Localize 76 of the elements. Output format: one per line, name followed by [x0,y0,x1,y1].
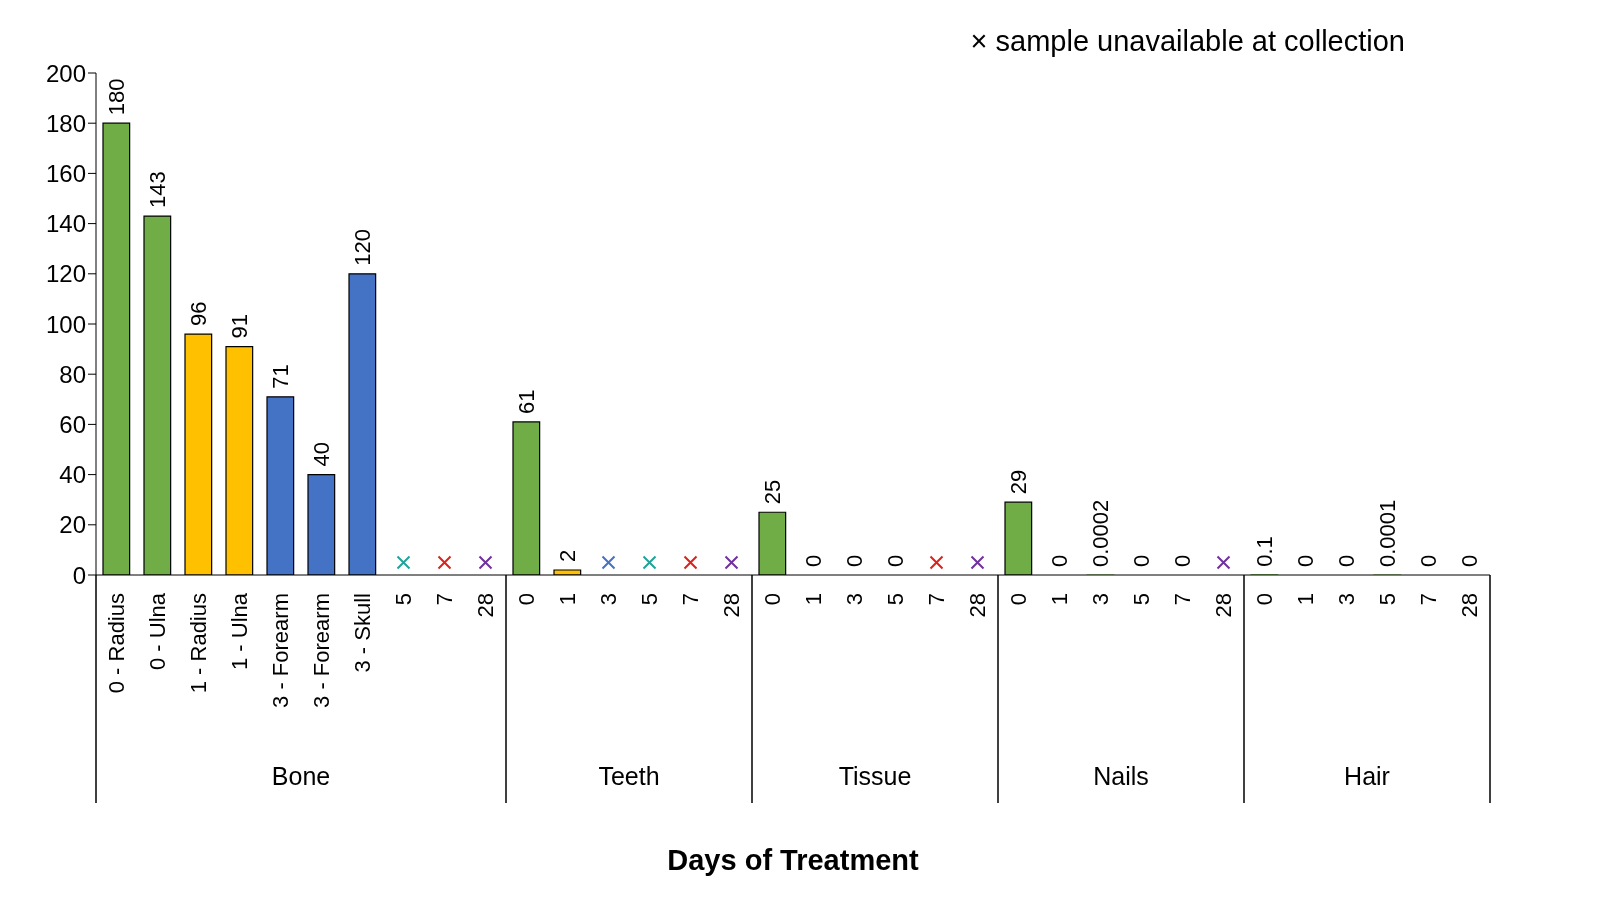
x-tick-label: 28 [1211,593,1236,618]
x-tick-label: 1 [1047,593,1072,606]
text: Bone [271,762,331,790]
y-tick-label: 180 [45,109,86,137]
x-tick-label: 3 [1088,593,1113,606]
text: Teeth [598,762,660,790]
x-tick-label: 0 [1006,593,1031,606]
data-label: 0 [1170,554,1195,567]
data-label: 0.1 [1252,536,1277,567]
y-tick-label: 0 [72,561,86,589]
data-label: 0 [1293,554,1318,567]
data-label: 40 [309,442,334,467]
x-tick-label: 3 - Skull [350,593,375,673]
y-tick-label: 40 [59,461,86,489]
data-label: 96 [186,301,211,327]
x-tick-label: 7 [924,593,949,606]
data-label: 0.0001 [1375,499,1400,567]
x-tick-label: 1 [801,593,826,606]
y-tick-label: 160 [45,159,86,187]
y-tick-label: 200 [45,59,86,87]
x-tick-label: 1 [1293,593,1318,606]
x-tick-label: 3 - Forearm [268,593,293,708]
x-tick-label: 5 [1375,593,1400,606]
data-label: 0.0002 [1088,499,1113,567]
data-label: 120 [350,229,375,266]
data-label: 0 [1457,554,1482,567]
x-tick-label: 7 [1416,593,1441,606]
data-label: 180 [104,78,129,116]
text: × sample unavailable at collection [970,25,1405,57]
x-tick-label: 5 [883,593,908,606]
text: Nails [1093,762,1149,790]
data-label: 0 [1129,554,1154,567]
y-tick-label: 120 [45,260,86,288]
x-tick-label: 1 - Radius [186,593,211,694]
data-label: 29 [1006,469,1031,495]
x-tick-label: 5 [1129,593,1154,606]
x-tick-label: 0 - Radius [104,593,129,694]
data-label: 0 [842,554,867,567]
text: Tissue [838,762,912,790]
x-tick-label: 0 [514,593,539,606]
x-tick-label: 28 [473,593,498,618]
data-label: 0 [1416,554,1441,567]
x-tick-label: 0 [1252,593,1277,606]
data-label: 71 [268,364,293,389]
y-tick-label: 140 [45,210,86,238]
x-axis-title: Days of Treatment [667,844,920,876]
data-label: 143 [145,171,170,209]
y-tick-label: 60 [59,410,86,438]
x-tick-label: 1 - Ulna [227,592,252,671]
y-tick-label: 80 [59,360,86,388]
x-tick-label: 5 [391,593,416,606]
data-label: 91 [227,314,252,339]
data-label: 2 [555,549,580,562]
text: Hair [1344,762,1390,790]
x-tick-label: 28 [965,593,990,618]
x-tick-label: 7 [432,593,457,606]
x-tick-label: 3 [1334,593,1359,606]
x-tick-label: 3 [842,593,867,606]
data-label: 0 [1047,554,1072,567]
x-tick-label: 7 [1170,593,1195,606]
data-label: 0 [1334,554,1359,567]
data-label: 0 [801,554,826,567]
data-label: 0 [883,554,908,567]
x-tick-label: 0 [760,593,785,606]
x-tick-label: 28 [719,593,744,618]
data-label: 25 [760,479,785,505]
data-label: 61 [514,389,539,414]
y-tick-label: 20 [59,511,86,539]
y-tick-label: 100 [45,310,86,338]
x-tick-label: 5 [637,593,662,606]
x-tick-label: 28 [1457,593,1482,618]
x-tick-label: 1 [555,593,580,606]
x-tick-label: 3 [596,593,621,606]
x-tick-label: 3 - Forearm [309,593,334,708]
x-tick-label: 0 - Ulna [145,592,170,671]
x-tick-label: 7 [678,593,703,606]
